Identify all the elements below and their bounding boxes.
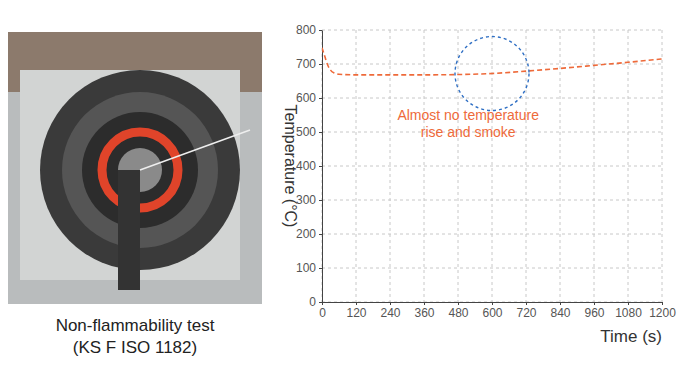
y-tick-mark: [319, 98, 322, 99]
y-tick: 800: [296, 23, 322, 37]
grid-line-x: [628, 30, 629, 302]
photo-caption: (KS F ISO 1182): [73, 338, 197, 357]
grid-line-x: [560, 30, 561, 302]
grid-line-x: [390, 30, 391, 302]
x-tick-label: 240: [380, 306, 400, 320]
photo-holder: [118, 170, 140, 290]
annotation-circle: [455, 37, 529, 111]
y-axis-title: Temperature (°C): [282, 105, 299, 228]
photo-thermocouple: [140, 130, 250, 170]
grid: [322, 30, 662, 302]
grid-line-x: [492, 30, 493, 302]
x-tick-label: 1200: [649, 306, 676, 320]
y-tick-label: 700: [296, 57, 316, 71]
y-tick-mark: [319, 132, 322, 133]
annotation-text: rise and smoke: [421, 124, 516, 140]
x-tick-label: 120: [346, 306, 366, 320]
x-tick-label: 360: [414, 306, 434, 320]
y-tick-label: 800: [296, 23, 316, 37]
y-tick-label: 200: [296, 227, 316, 241]
y-tick-mark: [319, 200, 322, 201]
grid-line-y: [322, 268, 662, 269]
y-tick-mark: [319, 166, 322, 167]
x-tick: 1080: [615, 302, 642, 320]
y-tick-mark: [319, 268, 322, 269]
y-tick: 200: [296, 227, 322, 241]
plot-marks: [322, 48, 662, 75]
y-tick-label: 100: [296, 261, 316, 275]
x-tick: 360: [414, 302, 434, 320]
y-axis-line: [322, 31, 323, 303]
grid-line-x: [594, 30, 595, 302]
chart: 0 120 240 360 480 600 720 840 960 1080 1200 0 100 200…: [282, 23, 676, 346]
x-tick-label: 840: [550, 306, 570, 320]
x-tick-label: 1080: [615, 306, 642, 320]
y-tick-label: 0: [309, 295, 316, 309]
grid-line-x: [662, 30, 663, 302]
grid-line-x: [458, 30, 459, 302]
x-axis: 0 120 240 360 480 600 720 840 960 1080 1200: [319, 302, 676, 320]
y-tick-mark: [319, 64, 322, 65]
x-tick-label: 600: [482, 306, 502, 320]
x-tick-label: 0: [319, 306, 326, 320]
y-tick: 100: [296, 261, 322, 275]
x-axis-title: Time (s): [600, 327, 662, 346]
x-tick: 0: [319, 302, 326, 320]
y-tick: 700: [296, 57, 322, 71]
temperature-line: [322, 48, 662, 75]
x-tick-label: 720: [516, 306, 536, 320]
x-tick-label: 960: [584, 306, 604, 320]
y-tick-mark: [319, 302, 322, 303]
grid-line-y: [322, 166, 662, 167]
x-tick: 480: [448, 302, 468, 320]
photo: [8, 32, 262, 304]
grid-line-x: [356, 30, 357, 302]
photo-background: [8, 32, 262, 304]
x-tick-label: 480: [448, 306, 468, 320]
y-tick-label: 600: [296, 91, 316, 105]
grid-line-x: [424, 30, 425, 302]
photo-caption: Non-flammability test: [56, 316, 215, 335]
annotation-text: Almost no temperature: [397, 107, 539, 123]
x-tick: 600: [482, 302, 502, 320]
x-tick: 840: [550, 302, 570, 320]
x-tick: 1200: [649, 302, 676, 320]
x-tick: 120: [346, 302, 366, 320]
y-tick-mark: [319, 234, 322, 235]
x-tick: 240: [380, 302, 400, 320]
x-tick: 960: [584, 302, 604, 320]
y-tick: 0: [309, 295, 322, 309]
figure: Non-flammability test (KS F ISO 1182) 0 120…: [0, 0, 690, 376]
x-tick: 720: [516, 302, 536, 320]
y-tick-mark: [319, 30, 322, 31]
y-tick: 600: [296, 91, 322, 105]
